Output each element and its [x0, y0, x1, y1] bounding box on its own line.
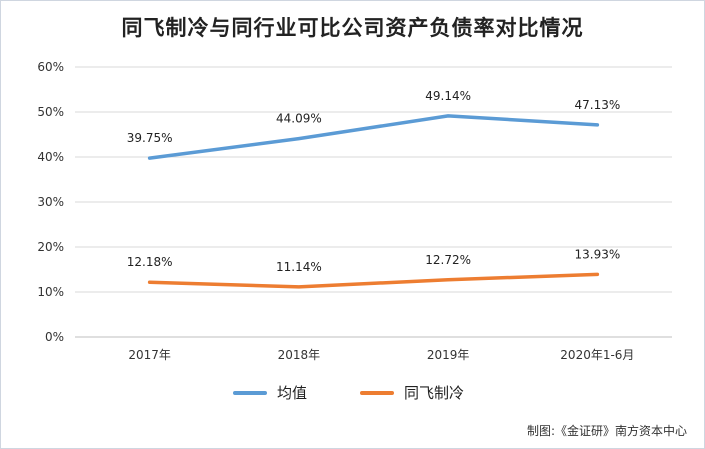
y-tick-label: 0%: [45, 330, 64, 344]
series-line-0: [147, 114, 600, 160]
y-tick-label: 60%: [37, 60, 64, 74]
data-label: 47.13%: [574, 98, 620, 112]
y-tick-label: 10%: [37, 285, 64, 299]
series-lines: [147, 114, 600, 289]
y-tick-label: 50%: [37, 105, 64, 119]
legend: 均值 同飞制冷: [0, 382, 705, 404]
data-label: 49.14%: [425, 89, 471, 103]
legend-label: 同飞制冷: [404, 384, 465, 402]
x-axis-ticks: 2017年 2018年 2019年 2020年1-6月: [128, 348, 634, 362]
legend-item-series-1: 同飞制冷: [360, 382, 464, 403]
x-tick-label: 2020年1-6月: [560, 348, 634, 362]
y-tick-label: 20%: [37, 240, 64, 254]
data-label: 12.72%: [425, 253, 471, 267]
data-label: 13.93%: [574, 247, 620, 261]
legend-label: 均值: [277, 384, 308, 402]
y-axis-ticks: 0% 10% 20% 30% 40% 50% 60%: [37, 60, 64, 344]
y-tick-label: 40%: [37, 150, 64, 164]
grid-lines: [75, 66, 672, 338]
x-tick-label: 2019年: [427, 348, 470, 362]
data-label: 44.09%: [276, 112, 322, 126]
data-label: 12.18%: [127, 255, 173, 269]
chart-title: 同飞制冷与同行业可比公司资产负债率对比情况: [121, 16, 584, 40]
data-label: 11.14%: [276, 260, 322, 274]
source-note: 制图:《金证研》南方资本中心: [526, 424, 687, 438]
legend-item-series-0: 均值: [233, 382, 307, 403]
legend-swatch: [233, 390, 267, 395]
data-labels: 39.75% 44.09% 49.14% 47.13% 12.18% 11.14% 12.7…: [127, 89, 621, 274]
x-tick-label: 2018年: [278, 348, 321, 362]
data-label: 39.75%: [127, 131, 173, 145]
legend-swatch: [360, 390, 394, 395]
series-line-1: [147, 272, 600, 289]
y-tick-label: 30%: [37, 195, 64, 209]
x-tick-label: 2017年: [128, 348, 171, 362]
